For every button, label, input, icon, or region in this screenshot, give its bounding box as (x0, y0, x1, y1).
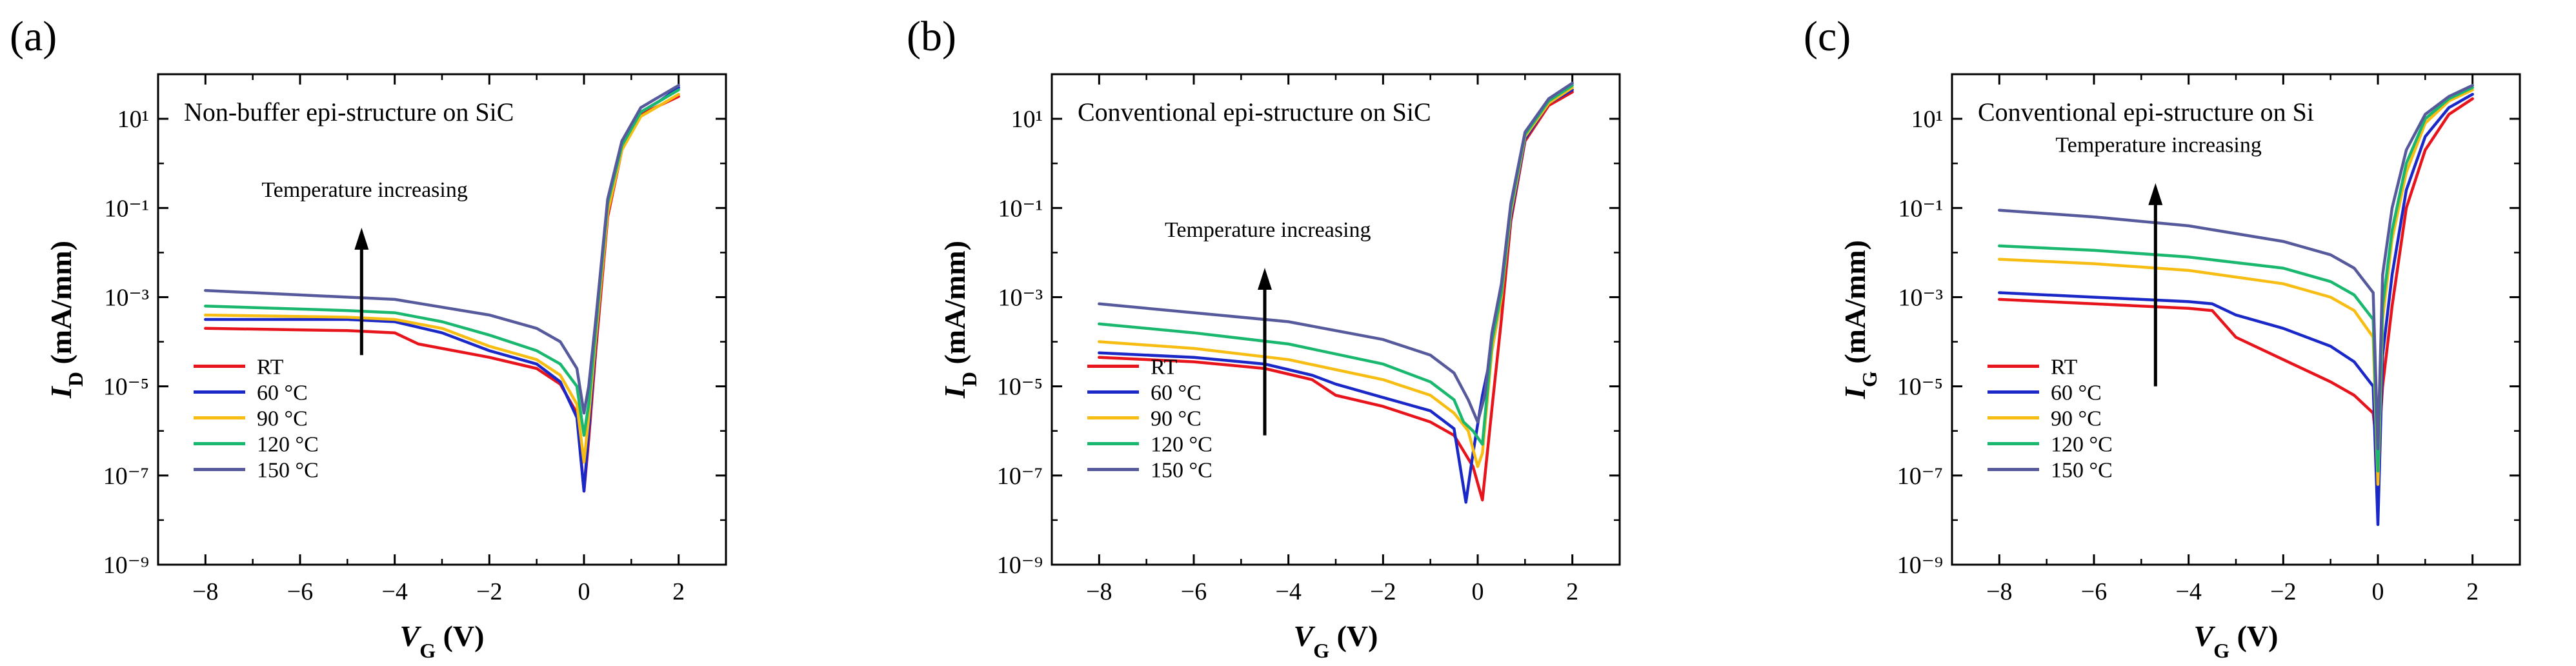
series-line-3 (204, 92, 680, 464)
legend-label: 120 °C (257, 433, 319, 457)
y-tick-label: 10¹ (117, 106, 149, 133)
y-tick-label: 10⁻⁵ (103, 374, 149, 401)
legend-label: 60 °C (1151, 381, 1202, 405)
chart-title: Non-buffer epi-structure on SiC (184, 97, 514, 126)
y-tick-label: 10⁻¹ (105, 195, 149, 222)
x-axis-label: VG (V) (400, 620, 485, 662)
legend-label: 60 °C (257, 381, 308, 405)
y-axis-label: ID (mA/mm) (45, 241, 87, 399)
chart-title: Conventional epi-structure on SiC (1078, 97, 1431, 126)
series-line-1 (1998, 97, 2474, 459)
y-tick-label: 10⁻⁵ (1897, 374, 1943, 401)
panel-label: (c) (1804, 13, 1851, 60)
plot-frame (1051, 73, 1621, 566)
x-tick-label: 0 (578, 578, 590, 605)
series-line-2 (1998, 92, 2474, 527)
x-tick-label: −4 (1275, 578, 1301, 605)
x-tick-label: −8 (1086, 578, 1112, 605)
chart-panel-1: (a) −8 −6 −4 −2 0 2 10⁻⁹ 10⁻⁷ 10⁻⁵ 10⁻³ 10⁻¹ 10¹ VG (… (10, 13, 727, 662)
annotation-label: Temperature increasing (1165, 218, 1371, 242)
panel-label: (a) (10, 13, 57, 60)
legend-label: 120 °C (1151, 433, 1213, 457)
y-tick-label: 10⁻⁹ (1897, 552, 1943, 579)
series-line-5 (204, 84, 680, 415)
x-tick-label: 2 (672, 578, 685, 605)
x-tick-label: −2 (2270, 578, 2296, 605)
legend-label: 90 °C (1151, 407, 1202, 431)
legend-label: RT (257, 356, 284, 379)
x-tick-label: 0 (2372, 578, 2384, 605)
y-tick-label: 10⁻³ (105, 284, 149, 311)
x-tick-label: −6 (2081, 578, 2107, 605)
chart-title: Conventional epi-structure on Si (1978, 97, 2314, 126)
y-axis-label: ID (mA/mm) (938, 241, 981, 399)
series-line-5 (1098, 81, 1574, 424)
panel-label: (b) (907, 13, 956, 60)
series-line-4 (204, 88, 680, 437)
legend-label: 90 °C (257, 407, 308, 431)
annotation-label: Temperature increasing (2055, 134, 2262, 157)
y-tick-label: 10⁻⁹ (997, 552, 1043, 579)
y-tick-label: 10⁻⁷ (997, 463, 1043, 490)
x-tick-label: −8 (1986, 578, 2012, 605)
y-tick-label: 10⁻³ (998, 284, 1043, 311)
x-tick-label: −6 (287, 578, 313, 605)
temperature-arrow-head (1258, 268, 1272, 290)
x-tick-label: −2 (1370, 578, 1396, 605)
y-tick-label: 10⁻¹ (998, 195, 1043, 222)
legend-label: 150 °C (1151, 459, 1213, 483)
y-tick-label: 10⁻⁵ (997, 374, 1043, 401)
legend-label: 60 °C (2051, 381, 2102, 405)
x-tick-label: −4 (2175, 578, 2201, 605)
x-tick-label: −4 (381, 578, 407, 605)
x-tick-label: −2 (476, 578, 502, 605)
x-tick-label: 2 (1566, 578, 1578, 605)
y-tick-label: 10¹ (1011, 106, 1043, 133)
legend-label: 150 °C (2051, 459, 2113, 483)
legend-label: RT (2051, 356, 2078, 379)
legend-label: RT (1151, 356, 1178, 379)
series-line-5 (1998, 84, 2474, 450)
x-tick-label: 2 (2466, 578, 2479, 605)
x-tick-label: −8 (192, 578, 218, 605)
y-tick-label: 10⁻³ (1898, 284, 1943, 311)
x-axis-label: VG (V) (2194, 620, 2279, 662)
legend-label: 150 °C (257, 459, 319, 483)
y-tick-label: 10¹ (1911, 106, 1943, 133)
legend-label: 90 °C (2051, 407, 2102, 431)
y-tick-label: 10⁻⁷ (103, 463, 149, 490)
annotation-label: Temperature increasing (261, 178, 468, 202)
x-tick-label: −6 (1181, 578, 1207, 605)
temperature-arrow-head (354, 227, 369, 250)
y-axis-label: IG (mA/mm) (1838, 240, 1881, 399)
y-tick-label: 10⁻⁷ (1897, 463, 1943, 490)
x-axis-label: VG (V) (1294, 620, 1378, 662)
y-tick-label: 10⁻⁹ (103, 552, 149, 579)
chart-panel-3: (c) −8 −6 −4 −2 0 2 10⁻⁹ 10⁻⁷ 10⁻⁵ 10⁻³ 10⁻¹ 10¹ VG (… (1804, 13, 2521, 662)
temperature-arrow-head (2148, 183, 2163, 205)
x-tick-label: 0 (1472, 578, 1484, 605)
chart-panel-2: (b) −8 −6 −4 −2 0 2 10⁻⁹ 10⁻⁷ 10⁻⁵ 10⁻³ 10⁻¹ 10¹ VG (… (907, 13, 1621, 662)
legend-label: 120 °C (2051, 433, 2113, 457)
y-tick-label: 10⁻¹ (1898, 195, 1943, 222)
